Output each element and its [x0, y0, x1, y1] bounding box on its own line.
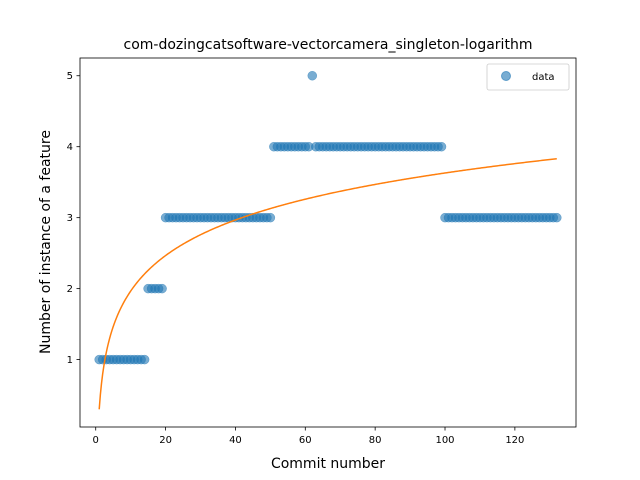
- x-tick-label: 20: [159, 435, 172, 446]
- data-point: [265, 212, 276, 223]
- y-tick-label: 4: [67, 142, 73, 153]
- legend-marker: [501, 71, 511, 81]
- plot-marks: [94, 70, 562, 410]
- legend-box: [486, 63, 570, 91]
- y-tick-label: 1: [67, 355, 73, 366]
- data-point: [436, 141, 447, 152]
- plot-area: [80, 58, 576, 427]
- data-point: [157, 283, 167, 294]
- fit-line: [98, 158, 557, 410]
- x-tick-label: 80: [369, 435, 382, 446]
- x-tick-label: 60: [299, 435, 312, 446]
- y-tick-label: 3: [67, 213, 73, 224]
- y-axis-label: Number of instance of a feature: [38, 130, 54, 354]
- x-tick-label: 0: [93, 435, 99, 446]
- chart-title: com-dozingcatsoftware-vectorcamera_singl…: [124, 37, 533, 53]
- y-tick-label: 2: [67, 284, 73, 295]
- legend: data: [486, 63, 570, 91]
- plot-frame: [79, 57, 577, 428]
- x-tick-label: 120: [505, 435, 524, 446]
- x-tick-label: 100: [435, 435, 454, 446]
- y-tick-label: 5: [67, 71, 73, 82]
- x-axis-label: Commit number: [271, 456, 385, 472]
- data-point: [307, 70, 318, 81]
- data-point: [552, 212, 562, 223]
- data-point: [139, 354, 150, 365]
- legend-label-data: data: [532, 72, 555, 83]
- x-tick-label: 40: [229, 435, 242, 446]
- axes: 0 20 40 60 80 100 120 1 2 3 4 5: [67, 71, 525, 446]
